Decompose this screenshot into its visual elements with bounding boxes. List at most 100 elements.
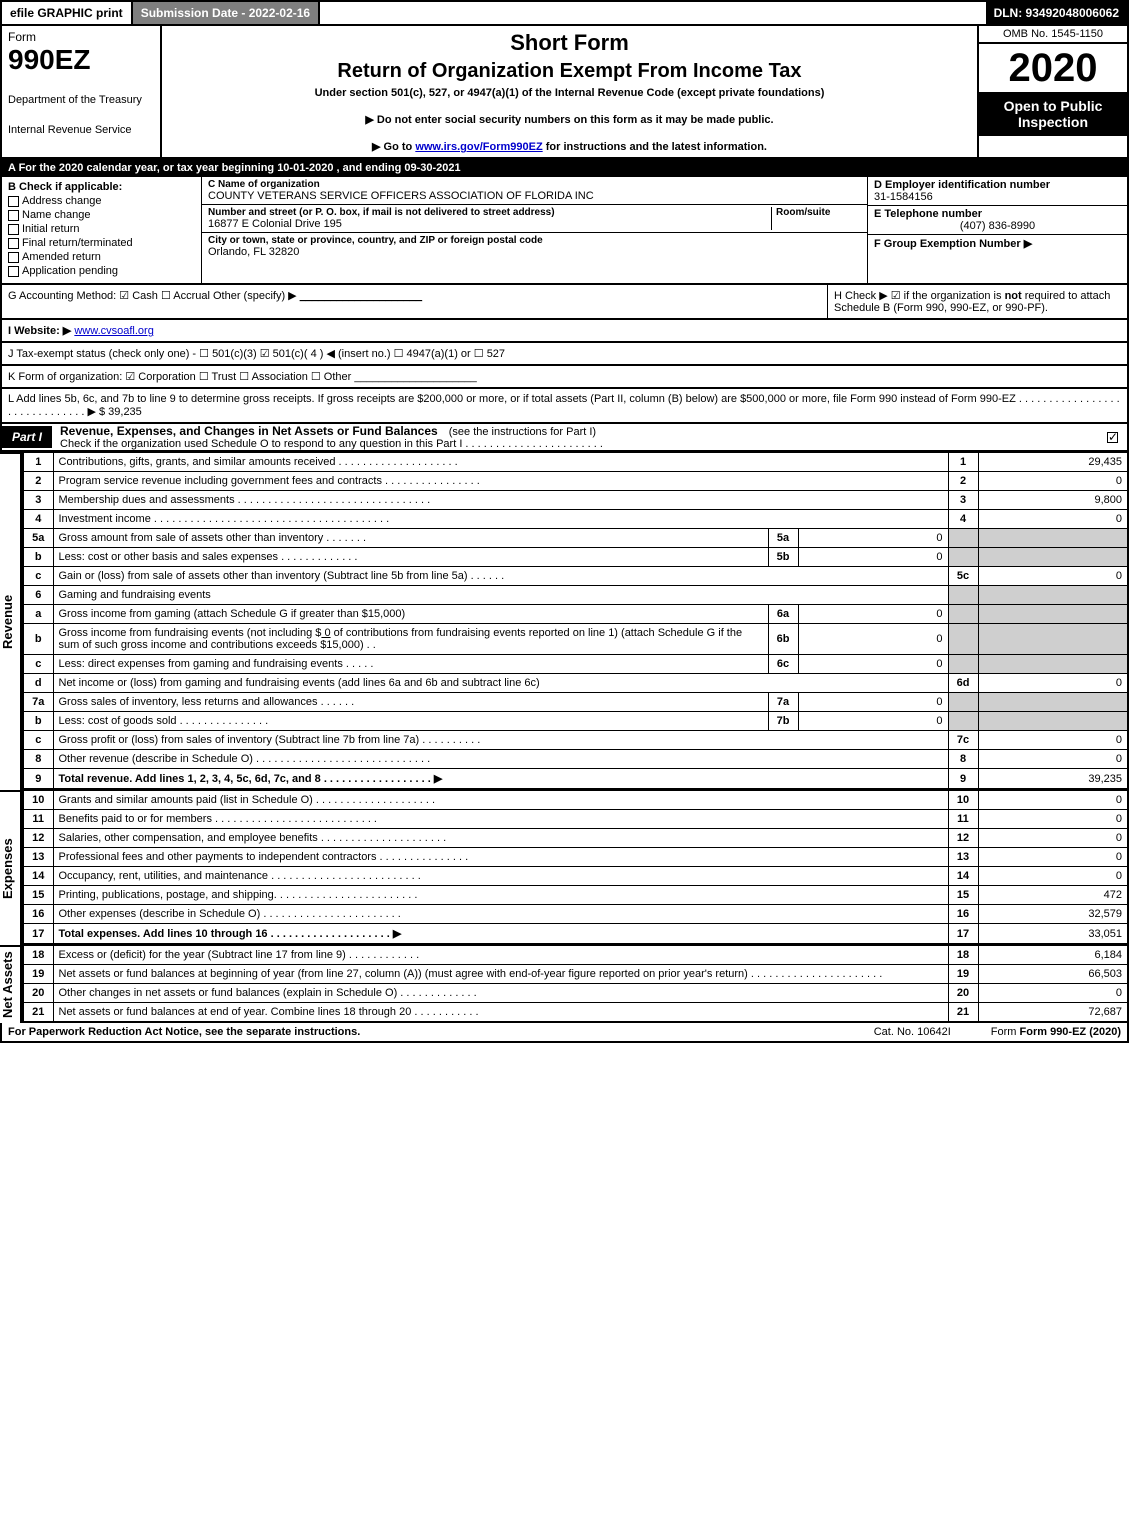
ein-label: D Employer identification number [874, 179, 1121, 191]
form-of-organization: K Form of organization: ☑ Corporation ☐ … [8, 371, 477, 383]
line-h-not: not [1005, 290, 1022, 302]
box-c: C Name of organization COUNTY VETERANS S… [202, 177, 867, 283]
line-j: J Tax-exempt status (check only one) - ☐… [0, 343, 1129, 366]
netassets-table: 18Excess or (deficit) for the year (Subt… [22, 945, 1129, 1023]
chk-amended-return[interactable]: Amended return [8, 251, 195, 263]
part-1-badge: Part I [2, 426, 52, 448]
part-1-title: Revenue, Expenses, and Changes in Net As… [52, 424, 438, 438]
table-row: 17Total expenses. Add lines 10 through 1… [23, 924, 1128, 945]
chk-application-pending[interactable]: Application pending [8, 265, 195, 277]
table-row: 12Salaries, other compensation, and empl… [23, 829, 1128, 848]
form-number: 990EZ [8, 44, 154, 76]
table-row: 21Net assets or fund balances at end of … [23, 1003, 1128, 1023]
table-row: 6Gaming and fundraising events [23, 586, 1128, 605]
city-value: Orlando, FL 32820 [208, 246, 861, 258]
note-goto-post: for instructions and the latest informat… [543, 141, 767, 153]
city-label: City or town, state or province, country… [208, 235, 861, 246]
table-row: bLess: cost or other basis and sales exp… [23, 548, 1128, 567]
revenue-section: Revenue 1Contributions, gifts, grants, a… [0, 452, 1129, 790]
title-sub: Under section 501(c), 527, or 4947(a)(1)… [168, 87, 971, 99]
table-row: 18Excess or (deficit) for the year (Subt… [23, 946, 1128, 965]
table-row: 2Program service revenue including gover… [23, 472, 1128, 491]
line-i: I Website: ▶ www.cvsoafl.org [0, 320, 1129, 343]
chk-initial-return[interactable]: Initial return [8, 223, 195, 235]
address-label: Number and street (or P. O. box, if mail… [208, 207, 771, 218]
table-row: 11Benefits paid to or for members . . . … [23, 810, 1128, 829]
org-name-row: C Name of organization COUNTY VETERANS S… [202, 177, 867, 205]
ein-value: 31-1584156 [874, 191, 1121, 203]
form-right-box: OMB No. 1545-1150 2020 Open to Public In… [977, 26, 1127, 157]
tax-year: 2020 [979, 44, 1127, 92]
table-row: 16Other expenses (describe in Schedule O… [23, 905, 1128, 924]
table-row: 8Other revenue (describe in Schedule O) … [23, 750, 1128, 769]
line-l: L Add lines 5b, 6c, and 7b to line 9 to … [0, 389, 1129, 424]
cat-number: Cat. No. 10642I [874, 1026, 951, 1038]
form-word: Form [8, 30, 154, 44]
dln-label: DLN: 93492048006062 [986, 2, 1127, 24]
box-b: B Check if applicable: Address change Na… [2, 177, 202, 283]
chk-address-change[interactable]: Address change [8, 195, 195, 207]
table-row: cLess: direct expenses from gaming and f… [23, 655, 1128, 674]
netassets-section: Net Assets 18Excess or (deficit) for the… [0, 945, 1129, 1023]
open-inspection: Open to Public Inspection [979, 92, 1127, 136]
form-ref: Form Form 990-EZ (2020) [991, 1026, 1121, 1038]
org-name-label: C Name of organization [208, 179, 861, 190]
note-goto-pre: ▶ Go to [372, 141, 415, 153]
chk-name-change[interactable]: Name change [8, 209, 195, 221]
table-row: 10Grants and similar amounts paid (list … [23, 791, 1128, 810]
expenses-table: 10Grants and similar amounts paid (list … [22, 790, 1129, 945]
page-footer: For Paperwork Reduction Act Notice, see … [0, 1023, 1129, 1043]
omb-number: OMB No. 1545-1150 [979, 26, 1127, 44]
website-link[interactable]: www.cvsoafl.org [74, 325, 153, 337]
address-value: 16877 E Colonial Drive 195 [208, 218, 771, 230]
gross-receipts-note: L Add lines 5b, 6c, and 7b to line 9 to … [8, 393, 1120, 418]
box-f: F Group Exemption Number ▶ [868, 235, 1127, 252]
top-bar: efile GRAPHIC print Submission Date - 20… [0, 0, 1129, 26]
part-1-sub: (see the instructions for Part I) [438, 426, 596, 438]
table-row: 4Investment income . . . . . . . . . . .… [23, 510, 1128, 529]
box-d: D Employer identification number 31-1584… [868, 177, 1127, 206]
dept-treasury: Department of the Treasury [8, 94, 154, 106]
form-title-box: Short Form Return of Organization Exempt… [162, 26, 977, 157]
tax-exempt-status: J Tax-exempt status (check only one) - ☐… [8, 348, 505, 360]
line-h-text1: H Check ▶ ☑ if the organization is [834, 290, 1005, 302]
note-goto: ▶ Go to www.irs.gov/Form990EZ for instru… [168, 140, 971, 153]
pra-notice: For Paperwork Reduction Act Notice, see … [8, 1026, 360, 1038]
phone-value: (407) 836-8990 [874, 220, 1121, 232]
submission-date-button[interactable]: Submission Date - 2022-02-16 [131, 2, 320, 24]
title-return: Return of Organization Exempt From Incom… [168, 60, 971, 83]
table-row: 3Membership dues and assessments . . . .… [23, 491, 1128, 510]
expenses-section: Expenses 10Grants and similar amounts pa… [0, 790, 1129, 945]
netassets-tab: Net Assets [0, 945, 22, 1023]
table-row: 19Net assets or fund balances at beginni… [23, 965, 1128, 984]
table-row: dNet income or (loss) from gaming and fu… [23, 674, 1128, 693]
chk-final-return[interactable]: Final return/terminated [8, 237, 195, 249]
title-short-form: Short Form [168, 30, 971, 56]
info-block: B Check if applicable: Address change Na… [0, 177, 1129, 285]
room-label: Room/suite [776, 207, 861, 218]
accounting-other-blank: ____________________ [300, 290, 422, 302]
accounting-method: G Accounting Method: ☑ Cash ☐ Accrual Ot… [8, 290, 297, 302]
org-name-value: COUNTY VETERANS SERVICE OFFICERS ASSOCIA… [208, 190, 861, 202]
irs-link[interactable]: www.irs.gov/Form990EZ [415, 141, 542, 153]
table-row: 20Other changes in net assets or fund ba… [23, 984, 1128, 1003]
expenses-tab: Expenses [0, 790, 22, 945]
part-1-check-note: Check if the organization used Schedule … [52, 438, 603, 450]
line-h: H Check ▶ ☑ if the organization is not r… [827, 285, 1127, 318]
efile-label: efile GRAPHIC print [2, 2, 131, 24]
phone-label: E Telephone number [874, 208, 1121, 220]
table-row: bLess: cost of goods sold . . . . . . . … [23, 712, 1128, 731]
table-row: 5aGross amount from sale of assets other… [23, 529, 1128, 548]
part-1-header: Part I Revenue, Expenses, and Changes in… [0, 424, 1129, 452]
part-1-checkbox[interactable] [1107, 430, 1127, 444]
line-a: A For the 2020 calendar year, or tax yea… [0, 159, 1129, 177]
note-ssn: ▶ Do not enter social security numbers o… [168, 113, 971, 126]
form-id-box: Form 990EZ Department of the Treasury In… [2, 26, 162, 157]
revenue-table: 1Contributions, gifts, grants, and simil… [22, 452, 1129, 790]
revenue-tab: Revenue [0, 452, 22, 790]
form-header: Form 990EZ Department of the Treasury In… [0, 26, 1129, 159]
table-row: bGross income from fundraising events (n… [23, 624, 1128, 655]
line-k: K Form of organization: ☑ Corporation ☐ … [0, 366, 1129, 389]
table-row: 7aGross sales of inventory, less returns… [23, 693, 1128, 712]
table-row: aGross income from gaming (attach Schedu… [23, 605, 1128, 624]
